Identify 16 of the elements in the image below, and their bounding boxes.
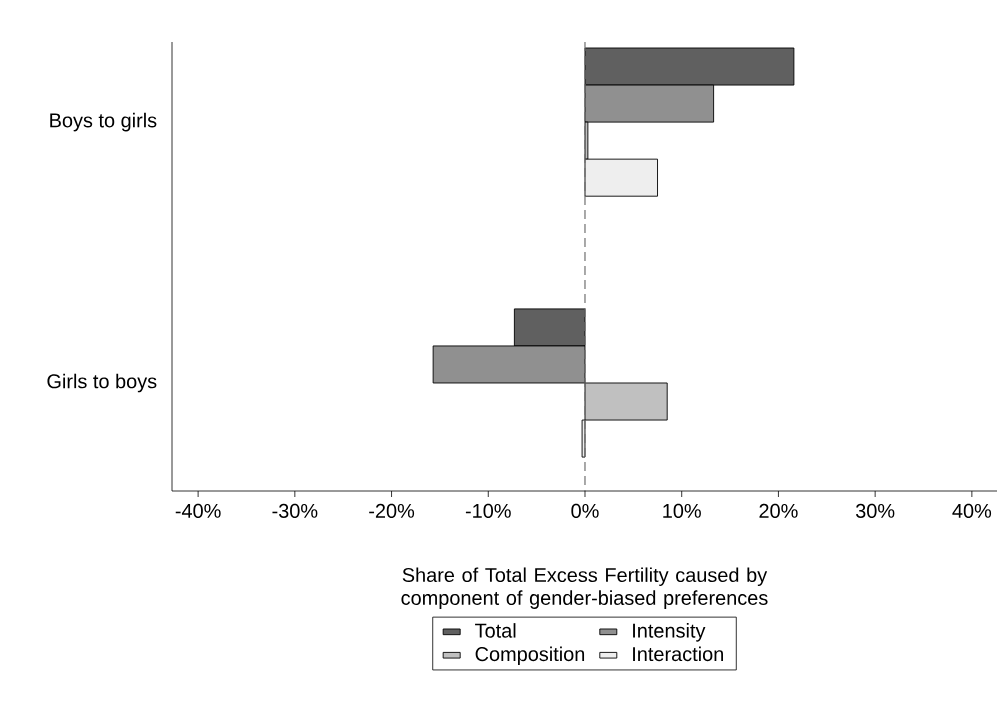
x-axis-title: Share of Total Excess Fertility caused by component of gender-biased preferences <box>401 567 768 609</box>
x-tick-label: 20% <box>759 503 798 518</box>
x-tick-label: 10% <box>663 503 701 518</box>
x-tick-label: -30% <box>272 503 318 518</box>
x-tick-label: 40% <box>952 503 992 518</box>
x-tick-label: 0% <box>571 503 599 518</box>
x-tick-label: -20% <box>369 503 415 518</box>
y-tick-label: Boys to girls <box>50 112 157 132</box>
x-tick-label: 30% <box>855 503 895 518</box>
legend-label: Intensity <box>633 623 706 642</box>
x-tick-label: -40% <box>175 503 221 518</box>
legend-label: Total <box>475 623 516 638</box>
x-tick-label: -10% <box>465 503 511 518</box>
legend-label: Interaction <box>633 646 723 662</box>
legend-label: Composition <box>475 646 585 666</box>
y-tick-label: Girls to boys <box>47 373 157 393</box>
